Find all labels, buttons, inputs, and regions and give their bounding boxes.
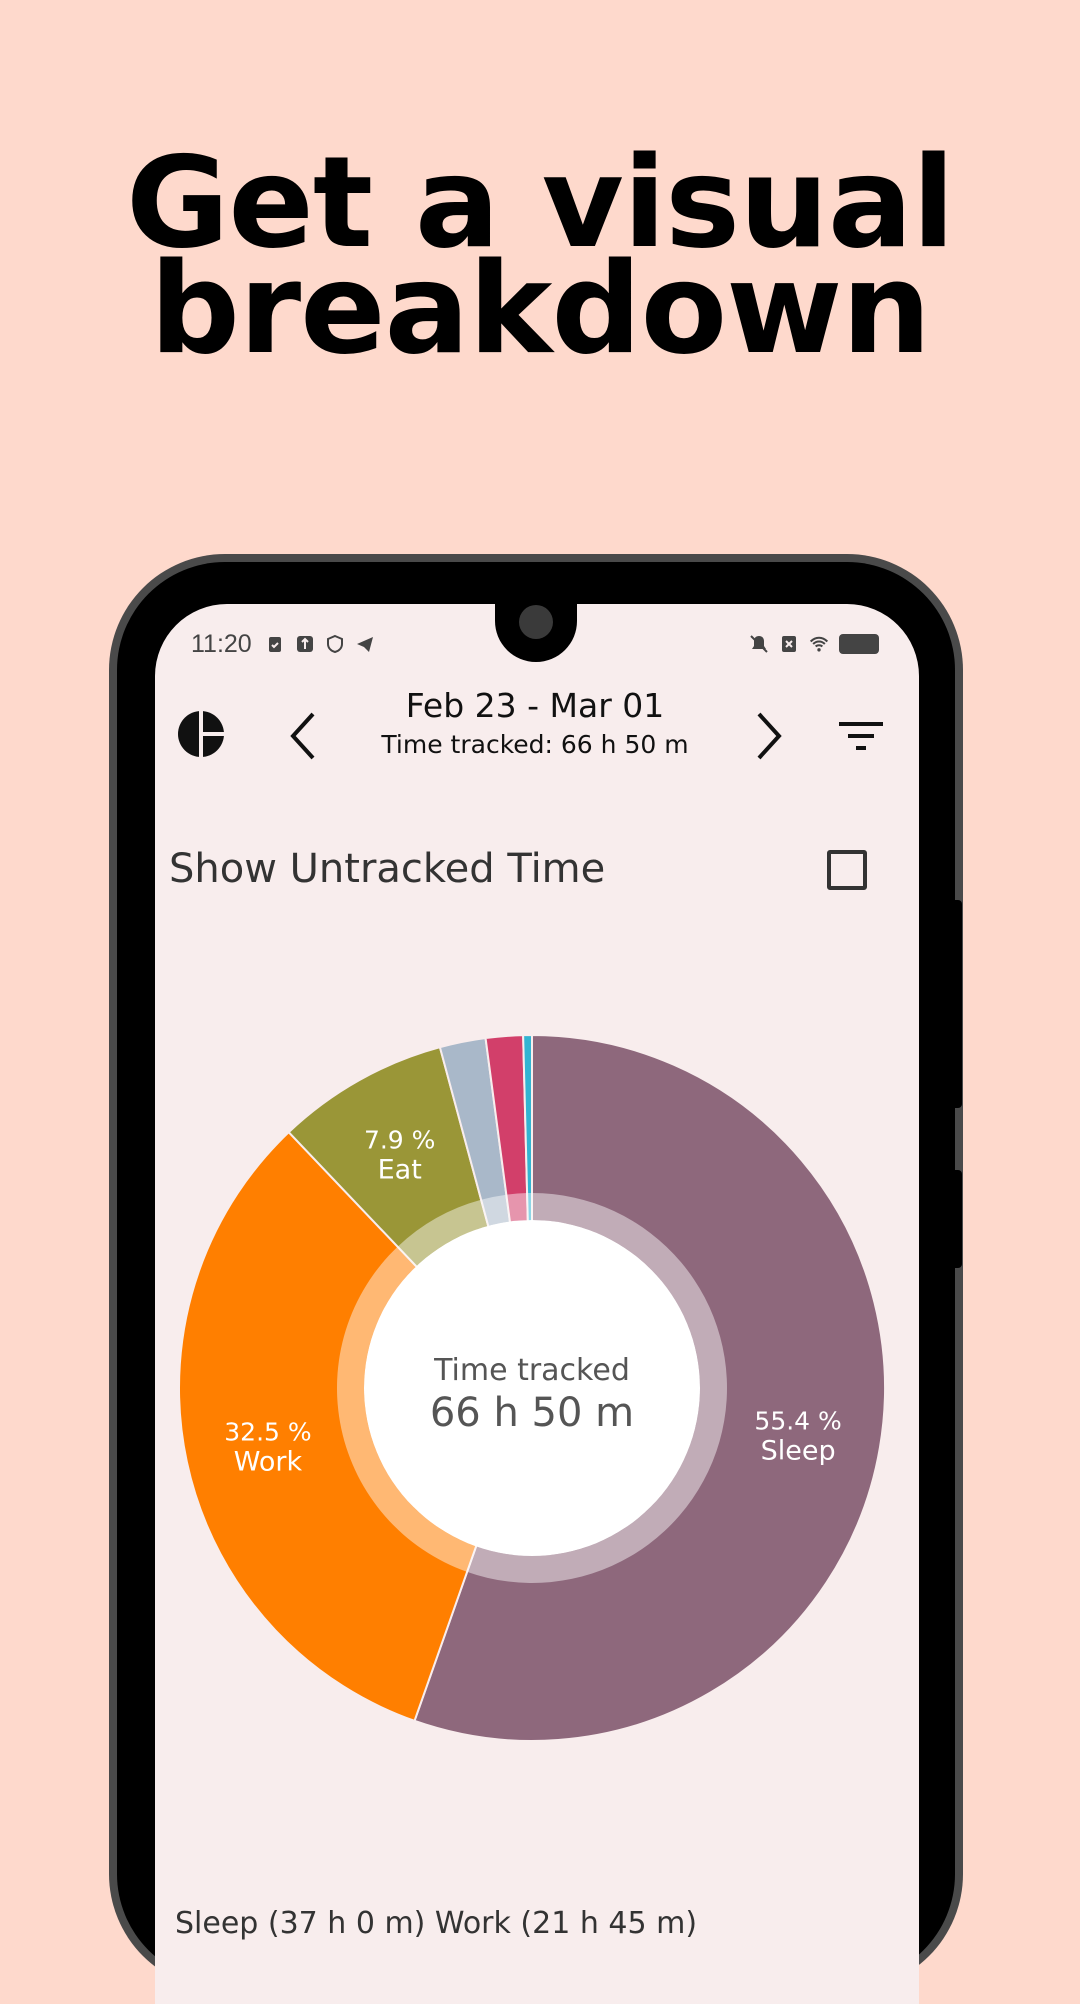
battery-icon (839, 634, 879, 654)
status-icons-right (749, 634, 879, 654)
usb-icon (297, 636, 313, 652)
inner-ring-work (336, 1246, 477, 1572)
inner-ring-category-4 (481, 1194, 510, 1226)
headline: Get a visual breakdown (0, 129, 1080, 382)
slice-name-label: Eat (378, 1155, 422, 1186)
volume-button (953, 900, 962, 1108)
status-time: 11:20 (191, 630, 252, 658)
slice-percent-label: 7.9 % (364, 1126, 435, 1155)
donut-center (364, 1220, 700, 1556)
phone-screen: 11:20 Feb 23 - Mar 01 Time tracked: 66 h… (155, 604, 919, 2004)
filter-icon[interactable] (837, 716, 885, 756)
slice-work[interactable] (178, 1130, 534, 1723)
no-sim-icon (782, 636, 796, 652)
telegram-icon (357, 637, 373, 652)
chevron-left-icon[interactable] (283, 710, 327, 762)
shield-icon (327, 634, 343, 654)
show-untracked-label: Show Untracked Time (169, 846, 606, 892)
chevron-right-icon[interactable] (745, 710, 789, 762)
legend: Sleep (37 h 0 m) Work (21 h 45 m) (175, 1906, 698, 1941)
clipboard-icon (269, 637, 281, 652)
inner-ring-eat (397, 1199, 489, 1267)
inner-ring-category-5 (506, 1193, 528, 1222)
bell-off-icon (750, 635, 768, 653)
pie-logo-icon[interactable] (177, 710, 225, 758)
slice-percent-label: 32.5 % (224, 1417, 311, 1446)
front-camera (519, 605, 553, 639)
inner-ring-category-6 (527, 1193, 532, 1221)
center-value: 66 h 50 m (430, 1390, 634, 1436)
slice-name-label: Sleep (761, 1436, 836, 1467)
date-range: Feb 23 - Mar 01 (405, 686, 665, 725)
slice-name-label: Work (234, 1446, 303, 1477)
show-untracked-checkbox[interactable] (827, 850, 867, 890)
center-label: Time tracked (433, 1353, 630, 1388)
wifi-icon (809, 636, 829, 652)
power-button (953, 1170, 962, 1268)
status-icons-left (265, 634, 375, 654)
slice-percent-label: 55.4 % (754, 1407, 841, 1436)
time-tracked-summary: Time tracked: 66 h 50 m (381, 730, 689, 759)
headline-line-1: Get a visual (125, 129, 955, 276)
headline-line-2: breakdown (149, 235, 931, 382)
donut-chart: Time tracked 66 h 50 m 55.4 %Sleep 32.5 %… (178, 1033, 886, 1742)
